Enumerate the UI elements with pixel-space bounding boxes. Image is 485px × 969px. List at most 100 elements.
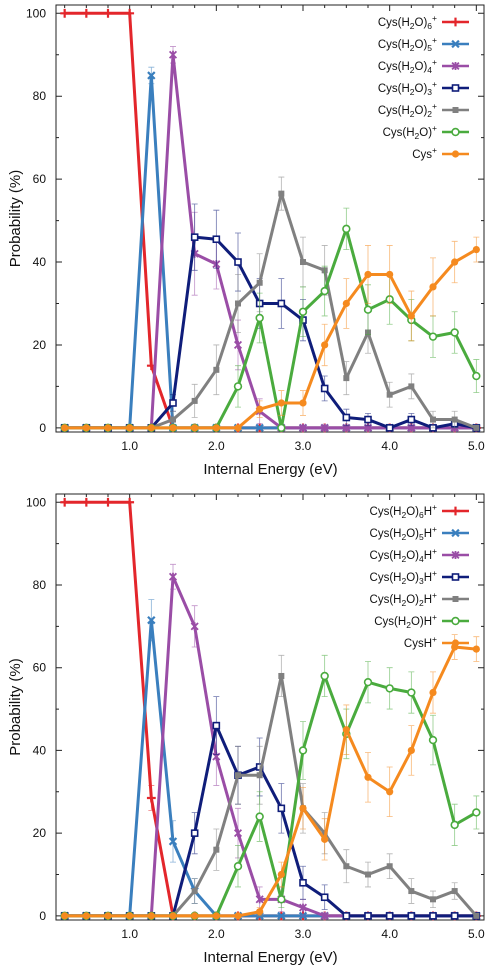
legend-marker — [452, 596, 459, 602]
legend-label: Cys(H2O)2H+ — [370, 590, 438, 608]
data-point — [125, 8, 135, 18]
data-point — [277, 895, 286, 904]
data-point — [386, 863, 393, 870]
data-point — [233, 340, 243, 349]
data-point — [429, 912, 437, 920]
data-point — [430, 416, 436, 423]
series-6 — [61, 634, 480, 920]
series-line — [64, 674, 478, 918]
data-point — [364, 270, 372, 279]
data-point — [256, 405, 264, 413]
data-point — [472, 371, 481, 381]
data-point — [147, 71, 156, 80]
data-point — [82, 424, 90, 432]
legend-marker — [451, 61, 460, 71]
series-line — [64, 724, 477, 918]
data-point — [190, 622, 199, 631]
legend-label: Cys(H2O)H+ — [374, 612, 437, 630]
data-point — [213, 846, 220, 853]
data-point — [168, 50, 178, 59]
data-point — [278, 190, 285, 197]
y-tick-label: 60 — [33, 172, 47, 186]
data-point — [190, 233, 199, 241]
plot-frame — [55, 4, 485, 433]
data-point — [169, 912, 177, 920]
data-point — [342, 413, 351, 422]
y-tick-label: 40 — [33, 743, 47, 757]
x-axis-label: Internal Energy (eV) — [203, 461, 337, 478]
x-tick-label: 4.0 — [381, 927, 398, 941]
legend-label: Cys(H2O)3+ — [378, 79, 437, 97]
data-point — [299, 878, 307, 887]
data-point — [255, 423, 264, 433]
data-point — [298, 903, 308, 912]
legend-label: Cys(H2O)4+ — [378, 57, 437, 75]
y-tick-label: 40 — [33, 255, 47, 269]
data-point — [472, 808, 481, 817]
data-point — [191, 888, 198, 895]
data-point — [235, 772, 241, 779]
data-point — [168, 837, 178, 846]
data-point — [386, 391, 393, 398]
data-point — [298, 423, 308, 432]
series-line — [64, 618, 477, 918]
data-point — [60, 8, 70, 18]
data-point — [451, 888, 458, 895]
series-line — [64, 674, 478, 918]
data-point — [321, 835, 329, 843]
data-point — [61, 912, 69, 920]
data-point — [213, 366, 220, 373]
x-tick-label: 2.0 — [208, 439, 225, 453]
data-point — [81, 497, 91, 507]
data-point — [407, 746, 415, 755]
legend-marker — [451, 39, 460, 49]
data-point — [104, 912, 112, 920]
series-line — [64, 235, 477, 430]
data-point — [191, 397, 198, 404]
data-point — [407, 912, 416, 920]
data-point — [169, 399, 177, 407]
data-point — [104, 424, 112, 432]
data-point — [472, 245, 480, 254]
data-point — [450, 820, 459, 830]
legend-marker — [451, 150, 460, 158]
data-point — [256, 279, 263, 286]
data-point — [385, 912, 394, 920]
data-point — [320, 893, 329, 902]
x-tick-label: 2.0 — [208, 927, 225, 941]
data-point — [320, 286, 329, 296]
data-point — [472, 645, 480, 653]
data-point — [342, 299, 350, 308]
legend-marker — [451, 506, 460, 516]
x-tick-label: 5.0 — [468, 927, 485, 941]
data-point — [364, 773, 372, 781]
data-point — [169, 424, 177, 432]
legend: Cys(H2O)6+ Cys(H2O)5+ Cys(H2O)4+ Cys(H2O)3+… — [378, 13, 469, 161]
series-line — [64, 248, 478, 430]
legend-label: Cys(H2O)4H+ — [370, 546, 438, 564]
data-point — [342, 224, 351, 234]
data-point — [429, 283, 437, 291]
data-point — [255, 895, 264, 904]
data-point — [450, 912, 459, 920]
legend-label: Cys(H2O)5+ — [378, 35, 437, 53]
data-point — [299, 399, 307, 407]
chart-panel-bottom: 1.0 2.0 3.0 4.0 5.0 0 20 40 60 80 100 Internal Ener… — [7, 493, 485, 966]
data-point — [212, 424, 220, 432]
data-point — [408, 383, 415, 390]
legend-label: Cys(H2O)2+ — [378, 101, 437, 119]
data-point — [407, 312, 415, 320]
data-point — [407, 415, 416, 424]
data-point — [364, 912, 372, 920]
data-point — [428, 332, 438, 341]
data-point — [363, 677, 373, 687]
data-point — [320, 423, 329, 432]
y-tick-label: 0 — [39, 421, 46, 435]
data-point — [428, 735, 438, 745]
data-point — [256, 908, 264, 916]
legend-marker — [451, 616, 460, 626]
legend: Cys(H2O)6H+ Cys(H2O)5H+ Cys(H2O)4H+ Cys(H2O… — [370, 502, 469, 650]
legend-label: Cys(H2O)+ — [383, 123, 437, 141]
x-tick-label: 1.0 — [121, 439, 138, 453]
